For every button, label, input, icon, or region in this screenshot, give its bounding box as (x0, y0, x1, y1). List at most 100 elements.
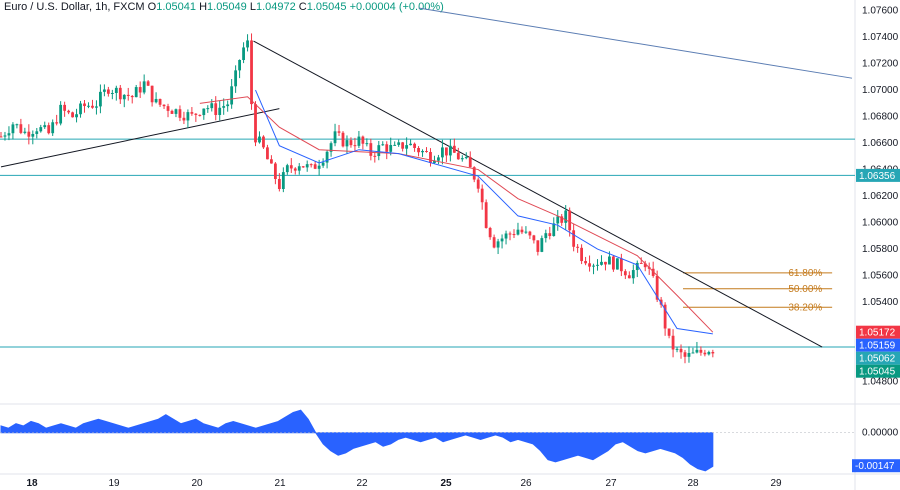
candle-body (305, 164, 309, 168)
candle-body (337, 131, 341, 133)
candle-body (186, 112, 190, 121)
candle-body (99, 91, 102, 107)
candle-body (421, 150, 424, 153)
candle-body (11, 124, 15, 134)
time-axis[interactable]: 18 19 20 21 22 25 26 27 28 29 (26, 478, 782, 489)
candle-body (635, 262, 639, 271)
ema-fast-line (255, 89, 713, 335)
candle-body (524, 231, 528, 233)
candle-body (67, 110, 70, 113)
candle-body (560, 216, 564, 223)
candle-body (500, 238, 504, 242)
candle-body (190, 112, 194, 114)
candle-body (604, 261, 607, 265)
price-tick-label: 1.07200 (862, 59, 899, 70)
price-tag-background (856, 351, 900, 365)
candle-body (178, 109, 182, 118)
candle-body (63, 104, 67, 111)
candle-body (667, 328, 671, 336)
trendline-down (253, 40, 823, 348)
candle-body (508, 233, 512, 235)
candle-body (639, 262, 643, 264)
change-value: +0.00004 (+0.00%) (349, 1, 444, 13)
candle-body (91, 105, 94, 108)
fib-level-label-2: 38.20% (788, 302, 822, 313)
candle-body (262, 136, 265, 148)
fib-retracement[interactable]: 61.80% 50.00% 38.20% (683, 268, 833, 313)
candle-body (456, 152, 460, 160)
price-tick-label: 1.05800 (862, 244, 899, 255)
candle-body (230, 86, 234, 105)
candle-body (417, 147, 420, 153)
time-tick-label: 29 (770, 478, 782, 489)
price-axis[interactable]: 1.07600 1.07400 1.07200 1.07000 1.06800 1.066… (862, 6, 900, 472)
candle-body (182, 117, 186, 121)
candle-body (138, 87, 142, 93)
price-tag: 1.05045 (856, 364, 900, 378)
candle-body (623, 271, 627, 276)
candle-body (377, 145, 381, 157)
candle-body (651, 268, 655, 276)
candle-body (441, 147, 444, 158)
candle-body (468, 157, 472, 168)
candle-body (266, 147, 269, 160)
candle-body (122, 94, 126, 100)
candle-body (707, 351, 711, 355)
candle-body (194, 113, 198, 115)
candle-body (576, 246, 580, 248)
candle-body (242, 47, 245, 60)
candle-body (15, 124, 19, 126)
candle-body (631, 270, 635, 279)
time-tick-label: 28 (687, 478, 699, 489)
fib-level-label-0: 61.80% (788, 268, 822, 279)
time-tick-label: 25 (440, 478, 452, 489)
candle-body (699, 349, 703, 353)
candle-body (110, 92, 114, 94)
price-tag-background (856, 168, 900, 182)
time-tick-label: 22 (356, 478, 368, 489)
candle-body (444, 147, 448, 156)
candle-body (373, 155, 377, 157)
candle-body (464, 157, 468, 159)
candle-body (580, 247, 583, 262)
candle-body (202, 108, 206, 116)
candle-body (106, 89, 110, 94)
oscillator-tick-label: 0.00000 (862, 428, 899, 439)
candle-body (345, 140, 349, 147)
candle-body (79, 103, 82, 115)
oscillator-area (0, 409, 714, 472)
close-label: C (298, 1, 307, 13)
candle-body (540, 238, 544, 252)
candle-body (409, 143, 412, 146)
candle-body (401, 142, 405, 149)
candle-body (655, 275, 659, 300)
candle-body (134, 87, 138, 98)
candle-body (293, 168, 297, 171)
candle-body (532, 235, 536, 241)
candle-body (39, 127, 43, 132)
candle-body (273, 163, 277, 179)
trendlines[interactable] (0, 7, 853, 348)
candle-body (480, 188, 484, 203)
candle-body (214, 103, 218, 116)
symbol-legend: Euro / U.S. Dollar, 1h, FXCM O1.05041 H1… (4, 1, 444, 13)
fib-level-label-1: 50.00% (788, 284, 822, 295)
candle-body (83, 103, 86, 107)
price-tag: 1.06356 (856, 168, 900, 182)
candle-body (496, 241, 500, 248)
candle-body (349, 140, 353, 146)
candle-body (460, 158, 464, 160)
candle-body (254, 104, 257, 143)
candle-body (325, 151, 329, 163)
price-tick-label: 1.05600 (862, 271, 899, 282)
candle-body (476, 179, 480, 189)
candle-body (170, 110, 174, 114)
candle-body (210, 103, 214, 109)
price-tag-label: 1.05172 (859, 328, 896, 339)
candle-body (671, 335, 675, 350)
candle-body (516, 229, 520, 235)
candle-body (492, 237, 496, 248)
candle-body (297, 166, 301, 171)
candle-body (158, 98, 162, 105)
